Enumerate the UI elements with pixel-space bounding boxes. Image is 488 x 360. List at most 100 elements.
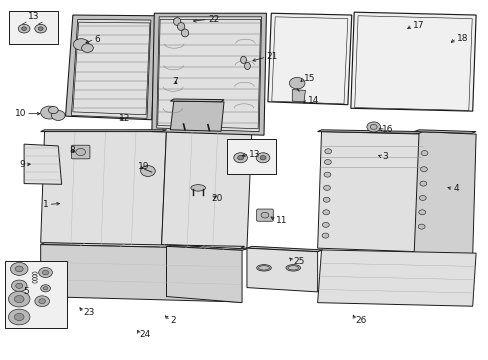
Circle shape xyxy=(233,153,247,163)
Text: 23: 23 xyxy=(83,308,95,317)
Circle shape xyxy=(322,233,328,238)
Polygon shape xyxy=(170,101,224,131)
Text: 16: 16 xyxy=(381,125,393,134)
Text: 4: 4 xyxy=(452,184,458,193)
Text: 19: 19 xyxy=(138,162,149,171)
Text: 10: 10 xyxy=(15,109,26,118)
Ellipse shape xyxy=(190,185,205,191)
Polygon shape xyxy=(350,12,475,111)
Polygon shape xyxy=(317,250,475,306)
Circle shape xyxy=(289,77,305,89)
Text: 12: 12 xyxy=(119,114,130,123)
Text: 13: 13 xyxy=(28,12,40,21)
Circle shape xyxy=(8,291,30,307)
Ellipse shape xyxy=(244,62,250,69)
Text: 9: 9 xyxy=(20,160,25,169)
Circle shape xyxy=(39,267,52,278)
Circle shape xyxy=(16,283,22,288)
Text: 25: 25 xyxy=(293,257,304,266)
Circle shape xyxy=(417,224,424,229)
Polygon shape xyxy=(24,144,61,184)
Circle shape xyxy=(48,107,58,114)
Ellipse shape xyxy=(173,18,181,26)
Circle shape xyxy=(10,262,28,275)
Circle shape xyxy=(35,296,49,307)
Polygon shape xyxy=(413,132,475,256)
Circle shape xyxy=(21,27,26,31)
Polygon shape xyxy=(317,132,422,252)
Circle shape xyxy=(420,150,427,156)
Circle shape xyxy=(14,314,24,320)
Circle shape xyxy=(322,210,329,215)
Circle shape xyxy=(73,39,89,50)
Polygon shape xyxy=(246,246,322,252)
Circle shape xyxy=(42,270,48,275)
Polygon shape xyxy=(41,130,166,246)
Polygon shape xyxy=(41,244,239,302)
Text: 8: 8 xyxy=(69,146,75,155)
Circle shape xyxy=(41,106,58,119)
Circle shape xyxy=(41,285,50,292)
Polygon shape xyxy=(292,90,305,102)
Circle shape xyxy=(418,210,425,215)
Text: 3: 3 xyxy=(381,152,387,161)
Text: 14: 14 xyxy=(307,96,319,105)
Circle shape xyxy=(11,280,27,292)
FancyBboxPatch shape xyxy=(256,209,273,221)
Text: 22: 22 xyxy=(207,15,219,24)
Circle shape xyxy=(14,296,24,303)
Ellipse shape xyxy=(285,265,300,271)
Circle shape xyxy=(324,159,330,165)
Ellipse shape xyxy=(177,23,184,31)
Circle shape xyxy=(8,309,30,325)
Text: 17: 17 xyxy=(412,21,424,30)
Text: 1: 1 xyxy=(42,200,48,209)
Polygon shape xyxy=(267,13,351,105)
Text: 6: 6 xyxy=(94,35,100,44)
Ellipse shape xyxy=(256,265,271,271)
Ellipse shape xyxy=(240,56,246,63)
Circle shape xyxy=(260,156,265,160)
Ellipse shape xyxy=(181,29,188,37)
Text: 24: 24 xyxy=(140,330,151,339)
Polygon shape xyxy=(71,19,151,118)
Circle shape xyxy=(366,122,380,132)
Circle shape xyxy=(35,24,46,33)
Polygon shape xyxy=(161,130,251,248)
Circle shape xyxy=(237,156,243,160)
Circle shape xyxy=(76,148,85,156)
Circle shape xyxy=(324,149,331,154)
Circle shape xyxy=(369,125,376,130)
Circle shape xyxy=(420,167,427,172)
Polygon shape xyxy=(157,17,261,132)
Polygon shape xyxy=(166,246,242,303)
Polygon shape xyxy=(152,13,266,135)
Polygon shape xyxy=(170,99,224,102)
Circle shape xyxy=(15,266,23,272)
Polygon shape xyxy=(413,130,475,134)
Circle shape xyxy=(141,166,155,176)
Ellipse shape xyxy=(258,266,269,270)
Text: 18: 18 xyxy=(456,34,467,43)
Text: 2: 2 xyxy=(170,316,176,325)
Polygon shape xyxy=(65,15,156,120)
Circle shape xyxy=(324,172,330,177)
Circle shape xyxy=(43,287,48,290)
Circle shape xyxy=(18,24,30,33)
Circle shape xyxy=(81,44,93,52)
Circle shape xyxy=(256,153,269,163)
Circle shape xyxy=(323,185,330,190)
Polygon shape xyxy=(4,261,66,328)
Circle shape xyxy=(39,299,45,303)
Circle shape xyxy=(322,222,328,227)
Circle shape xyxy=(419,195,426,201)
Polygon shape xyxy=(41,243,244,249)
Circle shape xyxy=(419,181,426,186)
Ellipse shape xyxy=(287,266,298,270)
Text: 7: 7 xyxy=(172,77,178,86)
Text: 11: 11 xyxy=(276,216,287,225)
Polygon shape xyxy=(166,245,246,250)
Text: 26: 26 xyxy=(355,316,366,325)
Circle shape xyxy=(261,212,268,218)
Circle shape xyxy=(51,111,65,121)
